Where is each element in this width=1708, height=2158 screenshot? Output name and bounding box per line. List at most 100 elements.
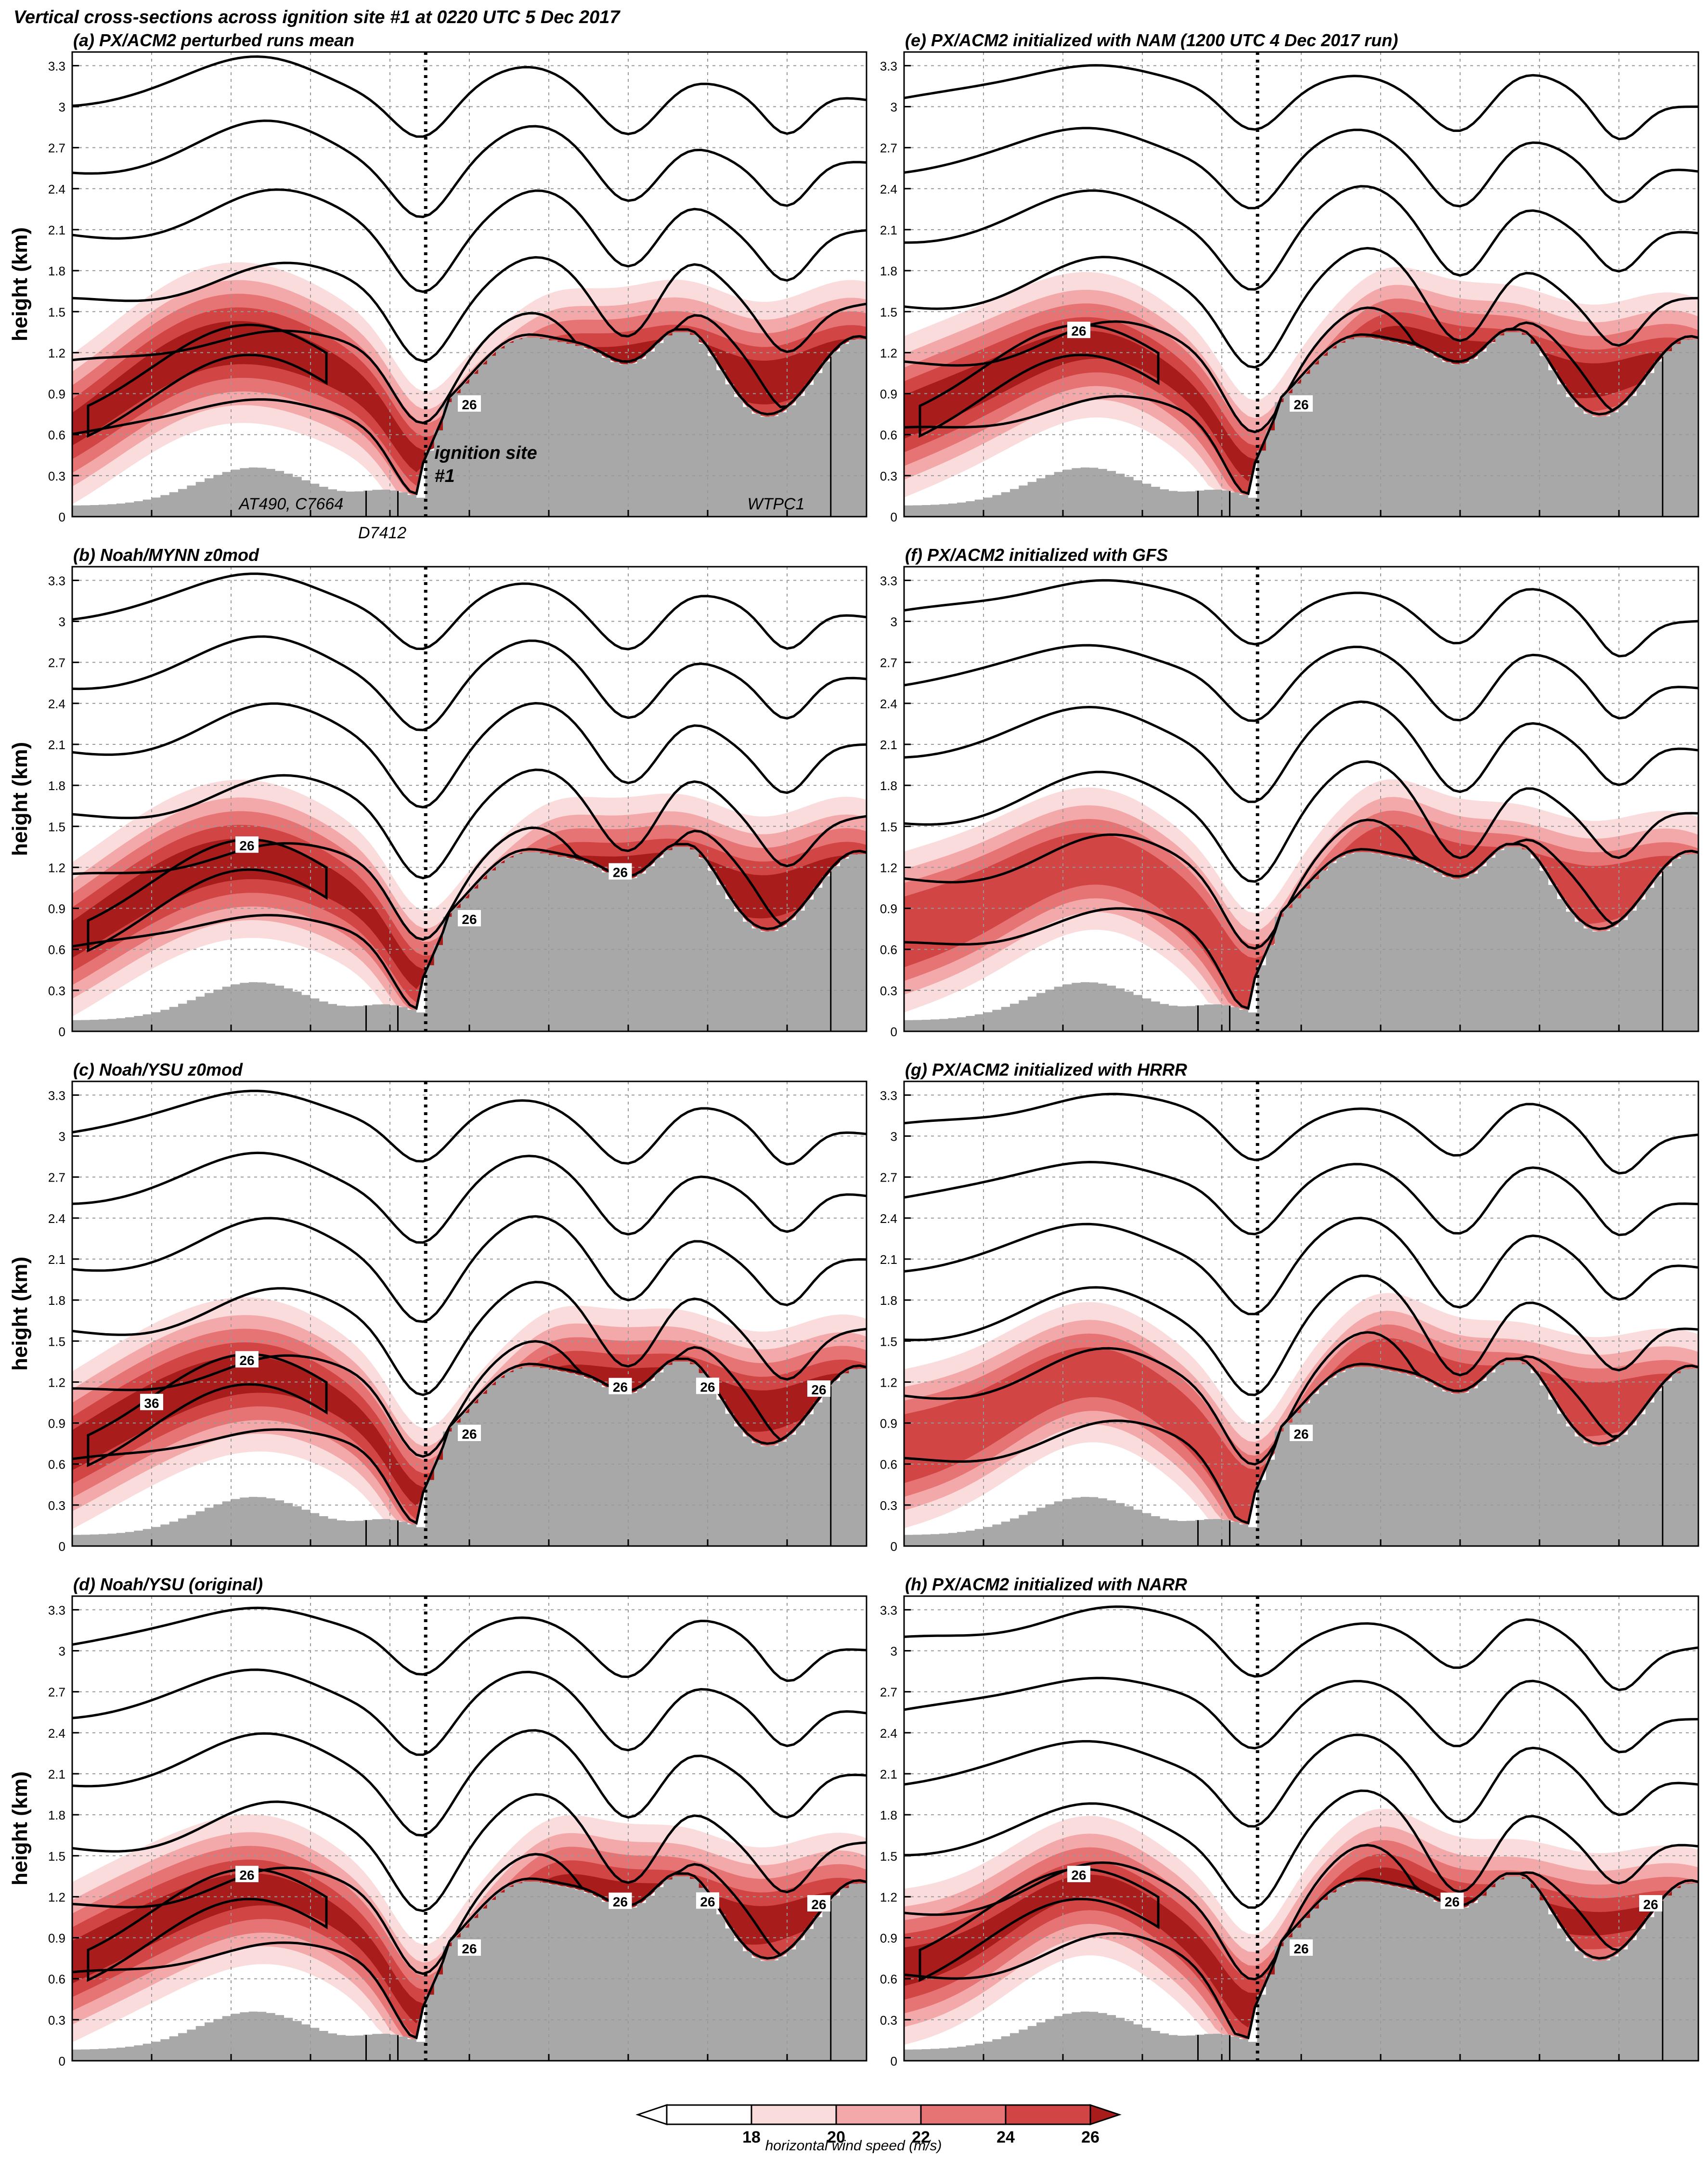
y-tick-label: 0	[59, 2054, 65, 2068]
contour-label: 26	[462, 1427, 477, 1442]
colorbar-segment	[835, 2104, 922, 2125]
isentrope-contour	[72, 328, 867, 495]
isentrope-contour	[904, 1160, 1698, 1236]
y-tick-label: 3	[891, 1130, 897, 1144]
panel-title: (f) PX/ACM2 initialized with GFS	[905, 545, 1168, 565]
contour-label-bg	[1290, 1939, 1313, 1956]
y-tick-label: 0	[891, 1539, 897, 1554]
contour-label: 26	[700, 1894, 715, 1909]
panel-title: (d) Noah/YSU (original)	[73, 1574, 263, 1594]
y-tick-label: 1.2	[48, 860, 65, 875]
isentrope-contour	[72, 1729, 867, 1837]
y-tick-label: 2.4	[48, 182, 65, 196]
colorbar-low-arrow	[635, 2104, 668, 2126]
contour-label-bg	[807, 1895, 830, 1911]
y-tick-label: 0	[891, 2054, 897, 2068]
y-tick-label: 0.3	[880, 469, 897, 483]
colorbar-tick-label: 18	[742, 2128, 761, 2146]
contour-label: 26	[811, 1382, 826, 1397]
isentrope-contour	[72, 55, 867, 138]
y-tick-label: 1.5	[48, 1849, 65, 1863]
isentrope-contour	[72, 843, 867, 1010]
isentrope-contour	[904, 127, 1698, 209]
y-tick-label: 0.9	[880, 1417, 897, 1431]
y-tick-label: 2.7	[48, 656, 65, 670]
y-tick-label: 1.5	[880, 1334, 897, 1349]
y-tick-label: 3.3	[880, 573, 897, 588]
y-tick-label: 2.7	[880, 141, 897, 156]
contour-label: 26	[1294, 1427, 1308, 1442]
y-tick-label: 1.2	[880, 346, 897, 360]
y-tick-label: 1.2	[48, 346, 65, 360]
y-tick-label: 2.4	[48, 697, 65, 711]
isentrope-contour	[72, 1090, 867, 1166]
isentrope-contour	[904, 1844, 1698, 1981]
isentrope-contour	[904, 819, 1698, 950]
contour-label: 26	[811, 1897, 826, 1912]
contour-label-bg	[1067, 1866, 1090, 1883]
jet-contour	[87, 1353, 328, 1468]
ignition-site-label: ignition site	[435, 443, 537, 463]
isentrope-contour	[72, 1281, 867, 1396]
panel-h: 26 26 26 26 0 0.3 0.6 0.9 1.2 1.5 1.8 2.1 2.4 2.7 3 3.3…	[880, 1574, 1699, 2068]
isentrope-contour	[904, 306, 1698, 433]
contour-label-bg	[235, 836, 259, 853]
y-tick-label: 1.5	[48, 819, 65, 834]
isentrope-contour	[904, 1217, 1698, 1315]
isentrope-contour	[904, 247, 1698, 369]
contour-label: 26	[462, 1941, 477, 1956]
y-tick-label: 2.7	[48, 1170, 65, 1185]
station-label-mid: D7412	[358, 524, 406, 542]
y-tick-label: 0	[891, 1025, 897, 1039]
contour-label: 26	[239, 1868, 254, 1883]
y-tick-label: 1.8	[48, 779, 65, 793]
contour-label: 26	[613, 1895, 628, 1910]
y-tick-label: 0.3	[880, 1498, 897, 1513]
y-tick-label: 1.2	[48, 1375, 65, 1390]
y-tick-label: 3.3	[48, 573, 65, 588]
wind-band-4	[904, 1338, 1698, 1526]
y-tick-label: 2.1	[48, 1252, 65, 1267]
y-tick-label: 0.9	[880, 1931, 897, 1946]
y-tick-label: 0.6	[48, 943, 65, 957]
y-tick-label: 2.7	[880, 1170, 897, 1185]
y-tick-label: 3	[59, 615, 65, 629]
station-label-right: WTPC1	[748, 495, 805, 513]
contour-label-bg	[1639, 1895, 1662, 1911]
isentrope-contour	[904, 1274, 1698, 1396]
isentrope-contour	[904, 1605, 1698, 1691]
colorbar: 18 20 22 24 26	[635, 2104, 1122, 2146]
y-tick-label: 3.3	[48, 1603, 65, 1617]
isentrope-contour	[72, 312, 867, 425]
colorbar-tick-label: 20	[827, 2128, 845, 2146]
contour-label: 26	[613, 1380, 628, 1395]
y-tick-label: 1.8	[880, 264, 897, 278]
colorbar-segment	[920, 2104, 1007, 2125]
contour-label-bg	[458, 910, 481, 926]
contour-label: 26	[1294, 1941, 1308, 1956]
contour-label-bg	[608, 1378, 632, 1394]
station-label-left: AT490, C7664	[238, 495, 344, 513]
contour-label-bg	[608, 863, 632, 880]
y-tick-label: 0.9	[48, 1417, 65, 1431]
y-axis-label: height (km)	[8, 742, 32, 856]
y-tick-label: 0.6	[880, 428, 897, 442]
isentrope-contour	[904, 1092, 1698, 1175]
contour-label: 26	[1294, 397, 1308, 412]
y-tick-label: 0.6	[880, 943, 897, 957]
y-tick-label: 2.4	[48, 1211, 65, 1226]
y-tick-label: 2.7	[48, 141, 65, 156]
contour-label-bg	[1290, 1424, 1313, 1441]
panel-f: 0 0.3 0.6 0.9 1.2 1.5 1.8 2.1 2.4 2.7 3 3.3 (f) PX/A…	[880, 545, 1699, 1039]
y-tick-label: 3	[891, 100, 897, 115]
isentrope-contour	[904, 1789, 1698, 1909]
contour-label-bg	[807, 1380, 830, 1397]
panel-e: 26 26 0 0.3 0.6 0.9 1.2 1.5 1.8 2.1 2.4 2.7 3 3.3 (e) …	[880, 30, 1699, 524]
y-tick-label: 1.5	[880, 1849, 897, 1863]
isentrope-contour	[72, 1340, 867, 1458]
y-tick-label: 0.6	[48, 1972, 65, 1987]
contour-label-bg	[458, 1939, 481, 1956]
y-axis-label: height (km)	[8, 1771, 32, 1885]
panel-title: (g) PX/ACM2 initialized with HRRR	[905, 1060, 1187, 1079]
y-tick-label: 0.6	[48, 1457, 65, 1472]
